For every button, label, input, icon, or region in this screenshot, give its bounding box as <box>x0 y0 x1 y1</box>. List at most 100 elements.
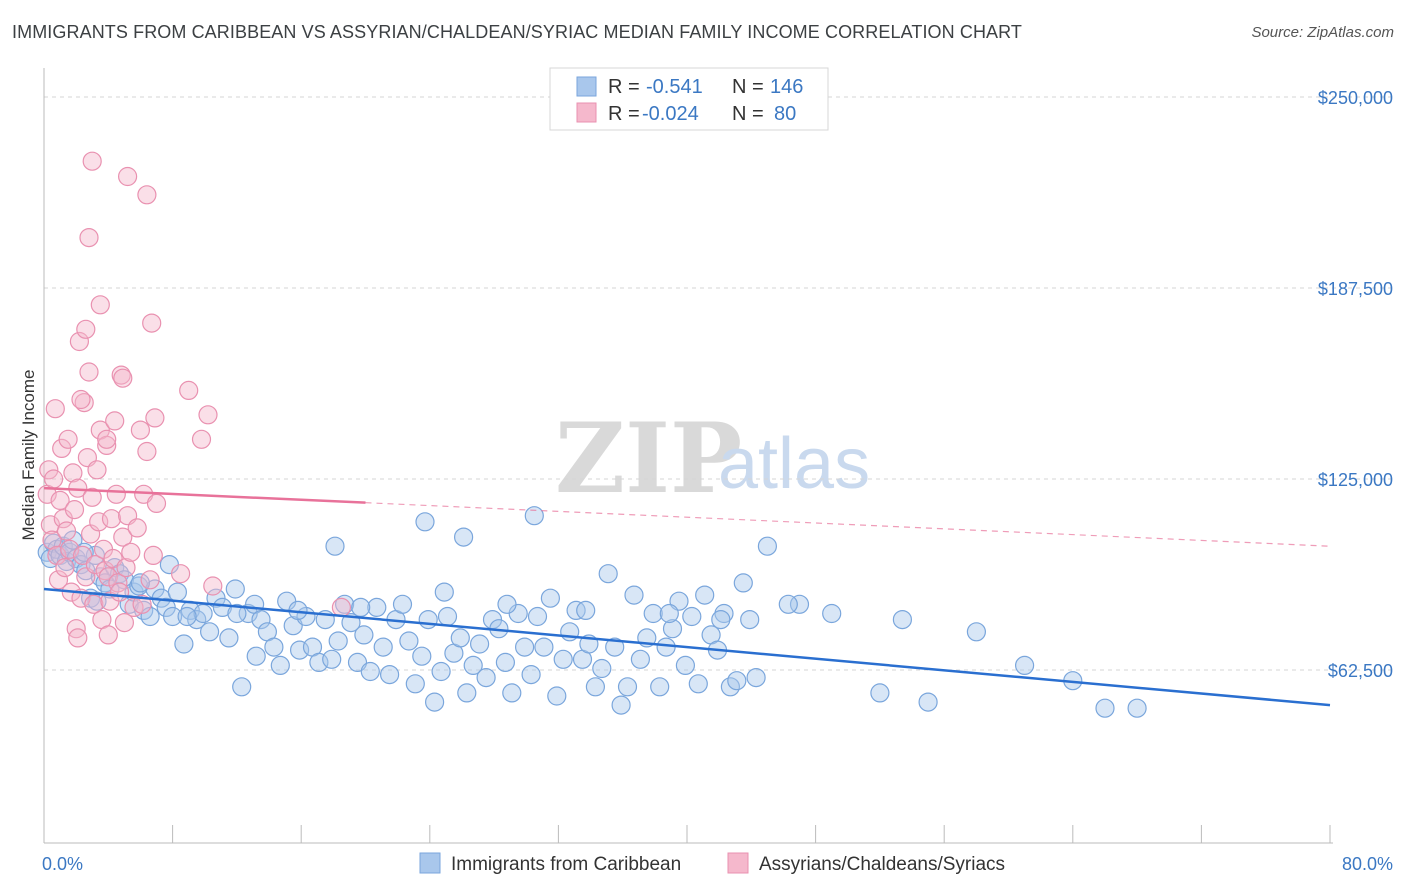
caribbean-point-81 <box>502 683 522 703</box>
caribbean-point-134 <box>227 603 247 624</box>
y-tick-label-3: $62,500 <box>1328 661 1393 681</box>
caribbean-point-103 <box>643 603 663 624</box>
caribbean-point-88 <box>547 686 567 706</box>
assyrian-point-79 <box>331 597 351 618</box>
caribbean-point-60 <box>367 597 387 618</box>
assyrian-point-65 <box>142 313 162 333</box>
caribbean-point-58 <box>354 625 374 645</box>
assyrian-point-31 <box>87 460 107 480</box>
caribbean-point-98 <box>611 695 631 715</box>
caribbean-point-104 <box>650 677 670 697</box>
stats-n-value-pink: 80 <box>774 103 796 125</box>
caribbean-point-22 <box>129 576 149 596</box>
caribbean-point-53 <box>322 649 342 669</box>
assyrian-trend-line <box>43 486 366 504</box>
assyrian-point-8 <box>50 490 70 510</box>
caribbean-point-89 <box>553 649 573 669</box>
assyrian-point-30 <box>85 554 106 575</box>
stats-n-label-blue: N = <box>732 76 764 98</box>
caribbean-point-105 <box>656 637 676 657</box>
assyrian-point-77 <box>98 625 118 645</box>
axes <box>43 68 1333 844</box>
assyrian-point-11 <box>55 557 75 578</box>
stats-swatch-blue <box>576 76 597 97</box>
caribbean-point-123 <box>870 683 890 703</box>
caribbean-point-45 <box>270 655 290 676</box>
assyrian-point-59 <box>146 493 167 513</box>
assyrian-point-54 <box>130 420 150 440</box>
assyrian-point-64 <box>90 295 110 315</box>
caribbean-point-34 <box>200 622 220 642</box>
watermark-atlas: atlas <box>718 424 870 504</box>
assyrian-point-4 <box>43 469 64 489</box>
assyrian-point-69 <box>71 389 91 410</box>
assyrian-point-73 <box>97 429 117 449</box>
caribbean-point-122 <box>822 603 842 624</box>
caribbean-point-67 <box>412 646 432 666</box>
legend-label-caribbean: Immigrants from Caribbean <box>451 854 681 875</box>
legend: Immigrants from Caribbean Assyrians/Chal… <box>419 852 1005 875</box>
assyrian-point-43 <box>106 484 126 504</box>
assyrian-point-17 <box>64 500 85 520</box>
caribbean-point-144 <box>497 594 517 614</box>
caribbean-point-128 <box>1095 698 1115 718</box>
caribbean-point-91 <box>566 600 586 621</box>
caribbean-point-84 <box>521 664 541 685</box>
caribbean-point-138 <box>454 527 474 547</box>
caribbean-point-97 <box>605 637 625 657</box>
caribbean-point-100 <box>624 585 644 605</box>
caribbean-point-71 <box>437 606 458 627</box>
caribbean-point-70 <box>431 661 451 682</box>
assyrian-point-38 <box>98 567 118 587</box>
caribbean-point-83 <box>514 637 535 657</box>
assyrian-point-5 <box>45 399 65 419</box>
assyrian-point-40 <box>101 509 122 529</box>
assyrian-point-28 <box>82 487 102 507</box>
caribbean-point-149 <box>892 609 913 630</box>
assyrian-point-68 <box>179 380 199 400</box>
caribbean-point-76 <box>470 634 490 654</box>
caribbean-point-148 <box>778 594 798 614</box>
assyrian-point-78 <box>68 628 88 648</box>
caribbean-point-86 <box>534 637 554 657</box>
x-tick-label-max: 80.0% <box>1342 854 1393 874</box>
caribbean-point-64 <box>392 594 413 614</box>
y-tick-label-0: $250,000 <box>1318 88 1393 108</box>
caribbean-point-147 <box>711 609 731 630</box>
caribbean-point-37 <box>219 628 239 648</box>
caribbean-point-75 <box>463 655 483 676</box>
caribbean-point-145 <box>576 600 596 621</box>
caribbean-point-85 <box>527 606 548 627</box>
caribbean-point-68 <box>418 609 438 630</box>
caribbean-point-133 <box>177 606 197 627</box>
legend-label-assyrian: Assyrians/Chaldeans/Syriacs <box>759 854 1005 875</box>
assyrian-point-58 <box>143 545 163 566</box>
y-tick-labels: $250,000 $187,500 $125,000 $62,500 <box>1318 88 1393 681</box>
caribbean-point-36 <box>212 597 232 618</box>
assyrian-point-20 <box>69 331 90 352</box>
assyrian-point-26 <box>79 362 99 382</box>
data-points <box>37 151 1147 718</box>
caribbean-point-59 <box>360 661 380 682</box>
caribbean-point-29 <box>167 582 187 602</box>
caribbean-point-74 <box>457 683 477 703</box>
caribbean-point-94 <box>585 677 606 697</box>
assyrian-point-12 <box>56 521 77 541</box>
caribbean-point-87 <box>540 588 561 608</box>
gridlines <box>44 96 1395 671</box>
assyrian-point-7 <box>48 570 69 590</box>
y-tick-label-1: $187,500 <box>1318 279 1393 299</box>
assyrian-point-74 <box>171 564 191 584</box>
caribbean-point-42 <box>251 609 271 630</box>
source-credit: Source: ZipAtlas.com <box>1251 24 1394 41</box>
chart-title: IMMIGRANTS FROM CARIBBEAN VS ASSYRIAN/CH… <box>12 22 1023 42</box>
assyrian-point-46 <box>111 365 131 385</box>
caribbean-point-120 <box>757 536 778 556</box>
assyrian-point-61 <box>117 166 138 187</box>
caribbean-point-111 <box>695 585 715 605</box>
caribbean-point-101 <box>630 649 651 669</box>
assyrian-point-37 <box>97 435 117 455</box>
caribbean-point-142 <box>351 597 371 618</box>
assyrian-point-29 <box>84 594 104 614</box>
